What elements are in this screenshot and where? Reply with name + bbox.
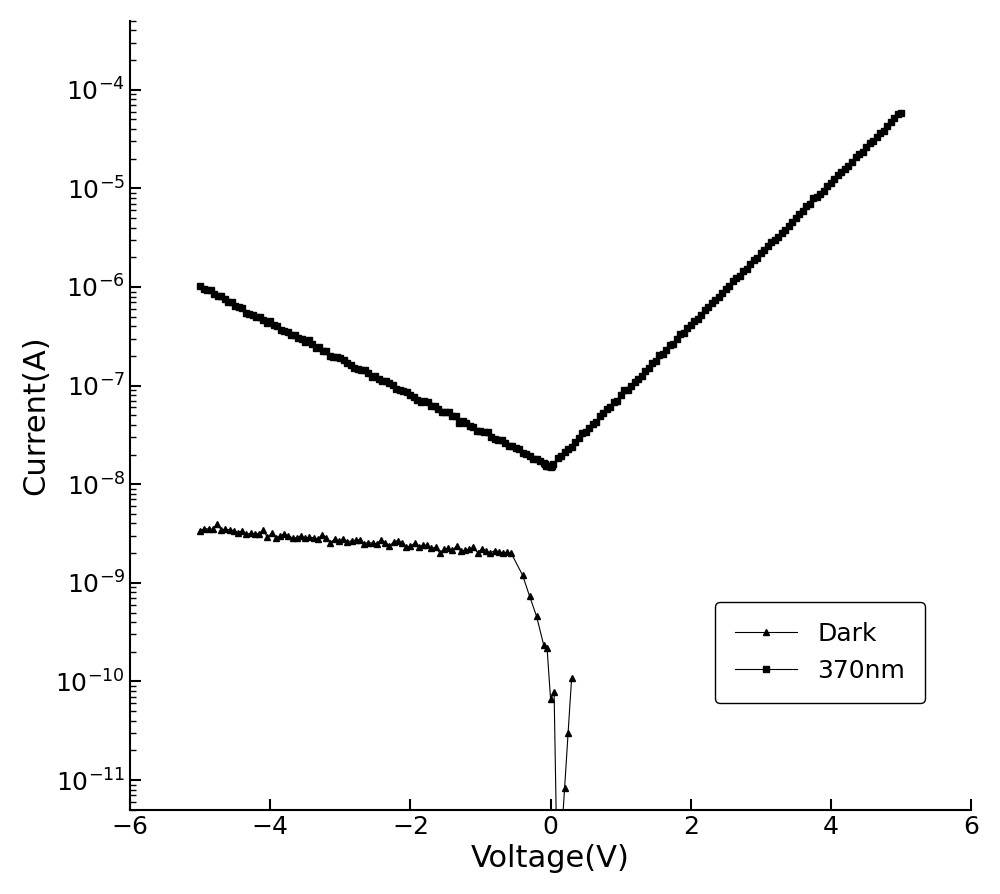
Dark <box>552 891 564 894</box>
Dark <box>194 526 206 536</box>
370nm <box>545 461 557 472</box>
370nm <box>285 330 297 341</box>
Line: Dark: Dark <box>197 520 575 894</box>
370nm <box>576 427 588 438</box>
Y-axis label: Current(A): Current(A) <box>21 335 50 495</box>
Dark <box>493 546 505 557</box>
Dark <box>350 535 362 545</box>
370nm <box>835 167 847 178</box>
Line: 370nm: 370nm <box>197 110 905 470</box>
370nm <box>618 385 630 396</box>
Dark <box>211 519 223 529</box>
X-axis label: Voltage(V): Voltage(V) <box>471 844 630 873</box>
Dark <box>257 525 269 536</box>
370nm <box>895 107 907 118</box>
370nm <box>194 281 206 291</box>
370nm <box>632 373 644 384</box>
Dark <box>379 537 391 548</box>
Dark <box>278 528 290 539</box>
Dark <box>303 532 315 543</box>
Legend: Dark, 370nm: Dark, 370nm <box>715 602 925 703</box>
370nm <box>667 338 679 349</box>
Dark <box>566 673 578 684</box>
